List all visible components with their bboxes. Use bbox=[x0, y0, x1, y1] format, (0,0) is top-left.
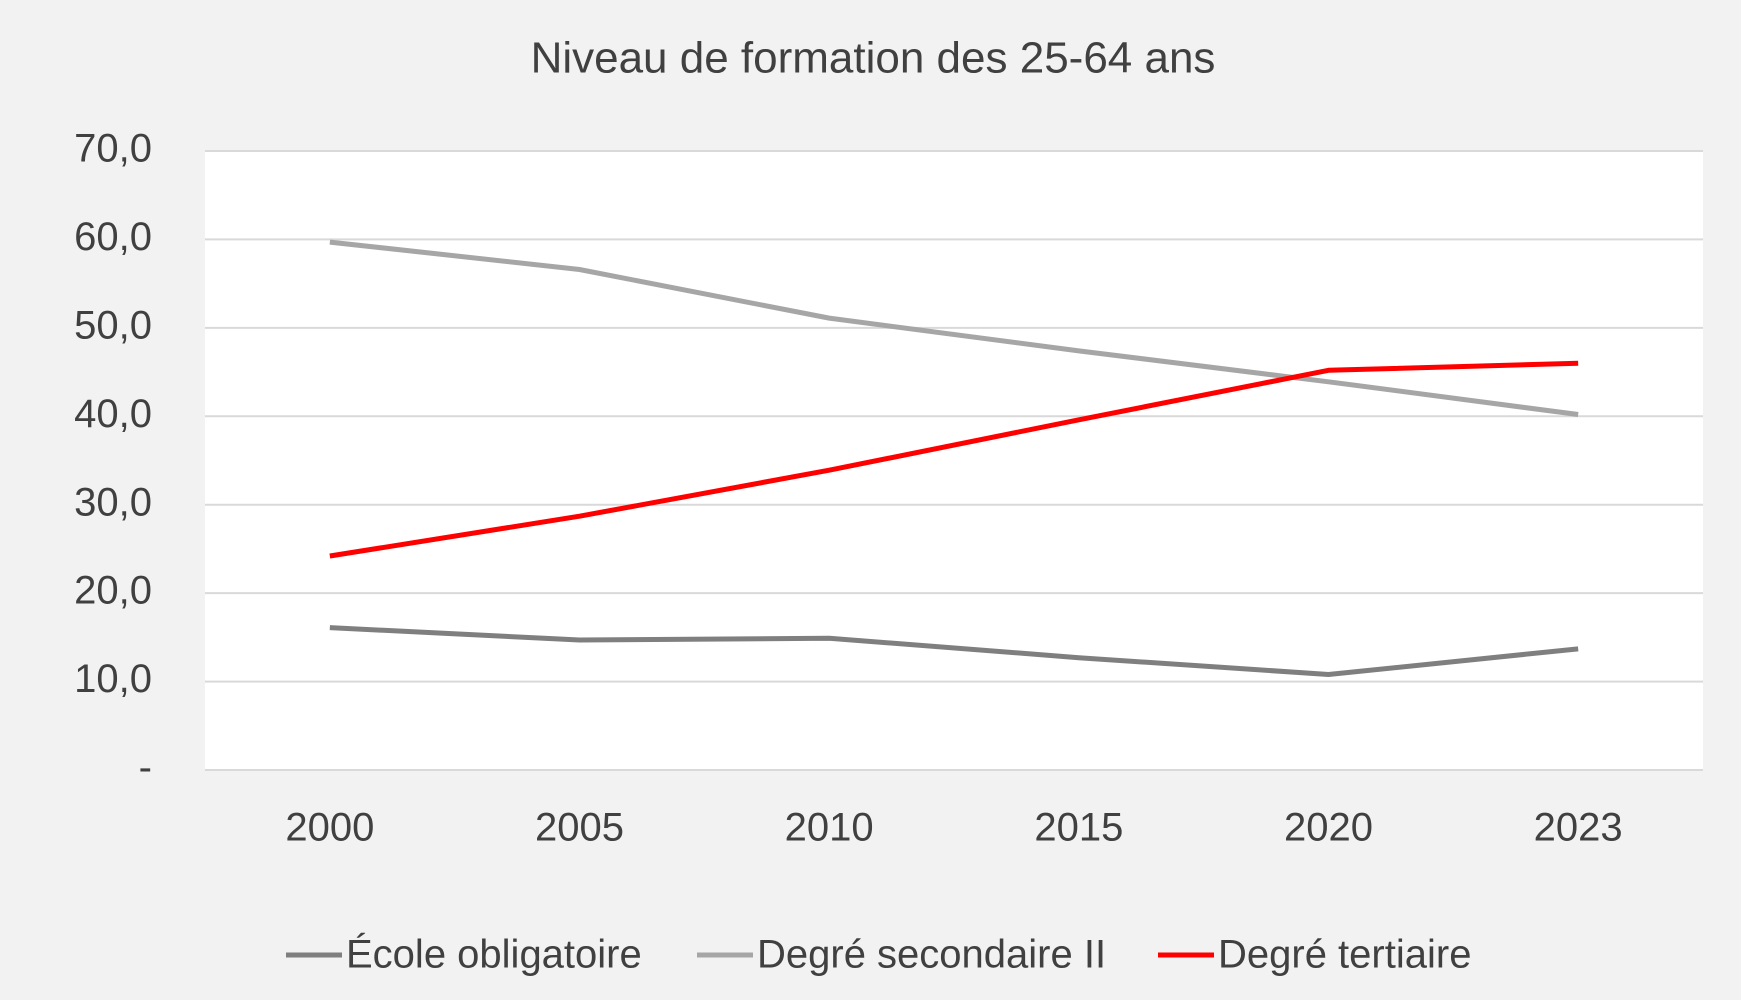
x-tick-label: 2020 bbox=[1284, 806, 1373, 850]
y-tick-label: 70,0 bbox=[74, 127, 152, 171]
x-tick-label: 2010 bbox=[785, 806, 874, 850]
y-tick-label: 40,0 bbox=[74, 392, 152, 436]
y-tick-label: 10,0 bbox=[74, 657, 152, 701]
legend-label: Degré tertiaire bbox=[1218, 933, 1471, 977]
x-tick-label: 2023 bbox=[1534, 806, 1623, 850]
y-tick-label: - bbox=[139, 746, 152, 790]
chart-title: Niveau de formation des 25-64 ans bbox=[531, 34, 1216, 83]
x-tick-label: 2005 bbox=[535, 806, 624, 850]
y-tick-label: 20,0 bbox=[74, 569, 152, 613]
series-line bbox=[329, 625, 1579, 677]
y-tick-label: 50,0 bbox=[74, 303, 152, 347]
legend-label: École obligatoire bbox=[346, 932, 642, 977]
series-line bbox=[329, 360, 1579, 559]
x-tick-label: 2015 bbox=[1034, 806, 1123, 850]
x-tick-label: 2000 bbox=[285, 806, 374, 850]
legend-label: Degré secondaire II bbox=[757, 933, 1106, 977]
series-line bbox=[329, 239, 1579, 417]
y-tick-label: 30,0 bbox=[74, 480, 152, 524]
y-tick-label: 60,0 bbox=[74, 215, 152, 259]
plot-area bbox=[205, 151, 1703, 770]
